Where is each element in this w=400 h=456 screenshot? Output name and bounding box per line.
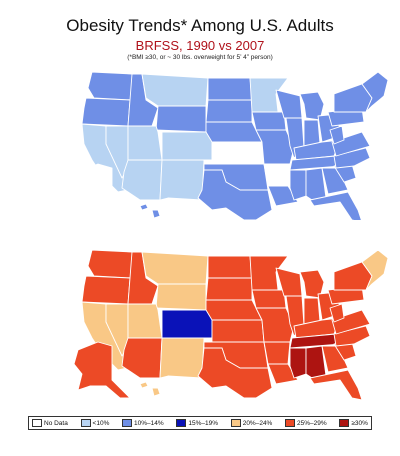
state-or xyxy=(81,275,131,305)
state-nd xyxy=(207,255,253,279)
legend-swatch xyxy=(176,419,187,427)
legend-item-lt10: <10% xyxy=(80,419,110,427)
state-az xyxy=(121,337,163,379)
legend-swatch xyxy=(32,419,42,427)
state-ms xyxy=(289,347,307,379)
state-hi xyxy=(139,203,161,219)
state-va xyxy=(331,309,371,335)
state-hi xyxy=(139,381,161,397)
state-wy xyxy=(155,283,207,311)
state-or xyxy=(81,97,131,127)
state-az xyxy=(121,159,163,201)
state-la xyxy=(267,185,299,207)
state-wv xyxy=(329,125,345,145)
state-wa xyxy=(87,71,133,101)
legend-swatch xyxy=(80,419,91,427)
state-ks xyxy=(211,319,265,343)
state-mn xyxy=(249,255,289,291)
state-co xyxy=(161,131,213,161)
state-mt xyxy=(141,251,209,285)
legend-swatch xyxy=(285,419,296,427)
state-ak xyxy=(73,341,131,399)
state-mn xyxy=(249,77,289,113)
state-wa xyxy=(87,249,133,279)
legend-label: 20%–24% xyxy=(242,419,273,427)
legend-item-r20_24: 20%–24% xyxy=(230,419,273,427)
state-nm xyxy=(159,159,205,201)
state-ne_reg xyxy=(361,71,389,113)
legend-item-r25_29: 25%–29% xyxy=(285,419,327,427)
legend: No Data <10% 10%–14% 15%–19% 20%–24% 25%–29% ≥… xyxy=(28,416,372,430)
state-tx xyxy=(197,169,273,220)
state-ut xyxy=(127,303,163,339)
map-1990 xyxy=(0,60,400,220)
state-ne xyxy=(205,299,263,321)
state-mt xyxy=(141,73,209,107)
legend-label: 15%–19% xyxy=(188,419,219,427)
state-nd xyxy=(207,77,253,101)
legend-label: No Data xyxy=(44,419,68,427)
legend-item-r10_14: 10%–14% xyxy=(122,419,164,427)
legend-label: ≥30% xyxy=(351,419,368,427)
legend-label: <10% xyxy=(92,419,110,427)
state-co xyxy=(161,309,213,339)
state-la xyxy=(267,363,299,385)
state-tx xyxy=(197,347,273,399)
legend-item-ge30: ≥30% xyxy=(339,419,368,427)
legend-label: 25%–29% xyxy=(297,419,327,427)
us-map-1990 xyxy=(73,71,389,220)
legend-item-nodata: No Data xyxy=(32,419,68,427)
state-ar xyxy=(263,341,291,365)
state-ia xyxy=(251,289,287,309)
state-fl xyxy=(309,191,362,220)
state-wy xyxy=(155,105,207,133)
map-title: Obesity Trends* Among U.S. Adults xyxy=(66,16,334,35)
state-nc xyxy=(333,147,371,169)
state-sd xyxy=(205,277,253,301)
us-map-2007 xyxy=(73,249,389,401)
legend-swatch xyxy=(339,419,350,427)
map-subtitle: BRFSS, 1990 vs 2007 xyxy=(135,38,265,53)
legend-item-r15_19: 15%–19% xyxy=(176,419,218,427)
state-ga xyxy=(321,345,349,373)
state-ne_reg xyxy=(361,249,389,291)
state-nm xyxy=(159,337,205,379)
state-ks xyxy=(211,141,265,165)
legend-label: 10%–14% xyxy=(134,419,164,427)
state-ak xyxy=(73,163,131,220)
legend-swatch xyxy=(122,419,133,427)
state-fl xyxy=(309,369,363,401)
state-ga xyxy=(321,167,349,195)
footnote: (*BMI ≥30, or ~ 30 lbs. overweight for 5… xyxy=(127,54,273,61)
state-ms xyxy=(289,169,307,201)
state-ut xyxy=(127,125,163,161)
state-ne xyxy=(205,121,263,143)
legend-swatch xyxy=(230,419,241,427)
state-va xyxy=(331,131,371,157)
state-nc xyxy=(333,325,371,347)
state-ia xyxy=(251,111,287,131)
state-sd xyxy=(205,99,253,123)
state-ar xyxy=(263,163,291,187)
state-wv xyxy=(329,303,345,323)
map-2007 xyxy=(0,238,400,408)
